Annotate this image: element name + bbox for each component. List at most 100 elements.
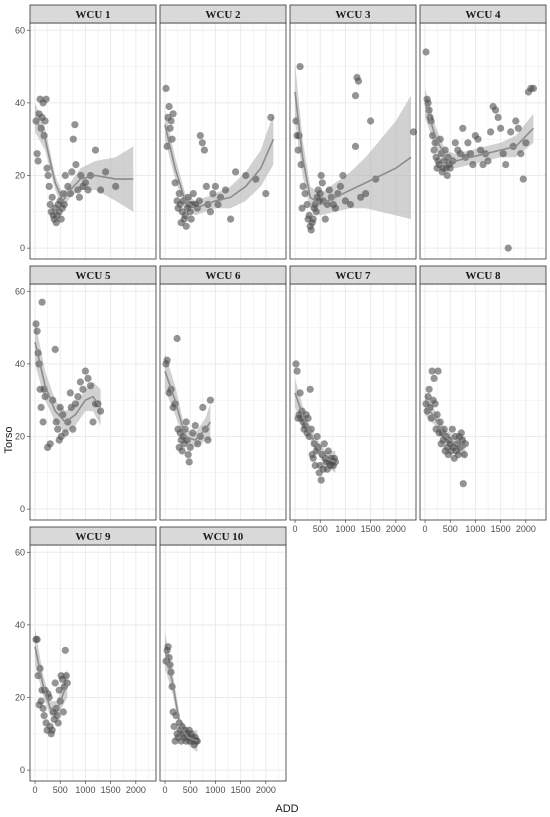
data-point <box>267 113 275 121</box>
data-point <box>34 157 42 165</box>
data-point <box>166 124 174 132</box>
data-point <box>529 84 538 92</box>
data-point <box>54 425 62 433</box>
data-point <box>367 117 375 125</box>
data-point <box>68 168 76 176</box>
data-point <box>206 208 214 216</box>
data-point <box>312 208 320 216</box>
panel-wcu-7: WCU 7 0 500 1000 1500 2000 <box>289 265 417 534</box>
data-point <box>317 171 325 180</box>
trend-line <box>34 117 134 203</box>
x-tick-label: 1000 <box>465 524 485 534</box>
data-point <box>64 418 72 426</box>
data-point <box>409 128 418 136</box>
data-point <box>507 128 515 136</box>
y-tick-label: 0 <box>20 243 25 253</box>
data-point <box>476 146 485 154</box>
data-point <box>81 367 89 375</box>
data-point <box>175 190 183 198</box>
data-point <box>38 298 46 306</box>
data-point <box>162 84 170 92</box>
data-point <box>69 135 77 143</box>
data-point <box>512 117 520 125</box>
y-tick-label: 60 <box>15 25 25 35</box>
data-point <box>33 635 41 644</box>
panel-wcu-3: WCU 3 <box>289 4 418 260</box>
data-point <box>169 110 177 118</box>
data-point <box>479 161 487 169</box>
data-point <box>59 190 67 198</box>
data-point <box>57 215 65 223</box>
strip-label: WCU 1 <box>75 9 110 21</box>
data-point <box>164 643 172 651</box>
data-point <box>497 124 505 132</box>
data-point <box>459 480 467 488</box>
data-point <box>522 139 530 147</box>
data-point <box>232 168 240 176</box>
data-point <box>75 193 83 201</box>
data-point <box>459 124 467 132</box>
data-point <box>461 440 469 448</box>
x-tick-label: 500 <box>183 785 198 795</box>
data-point <box>299 182 307 190</box>
strip-label: WCU 9 <box>75 531 111 543</box>
data-point <box>45 182 53 190</box>
data-point <box>189 190 197 198</box>
data-point <box>194 440 202 448</box>
data-point <box>178 447 186 455</box>
data-point <box>187 215 195 223</box>
data-point <box>301 190 309 198</box>
data-point <box>189 429 197 437</box>
data-point <box>499 150 507 158</box>
y-tick-label: 40 <box>15 620 25 630</box>
data-point <box>351 92 360 100</box>
data-point <box>102 168 110 176</box>
strip-background <box>289 265 417 285</box>
data-point <box>464 139 472 147</box>
data-point <box>306 385 314 393</box>
data-point <box>484 157 492 165</box>
data-point <box>165 102 173 111</box>
data-point <box>91 146 100 154</box>
data-point <box>97 186 105 194</box>
data-point <box>84 374 92 382</box>
data-point <box>33 327 41 335</box>
confidence-band <box>165 110 274 216</box>
x-tick-label: 0 <box>423 524 428 534</box>
x-tick-label: 2000 <box>516 524 536 534</box>
x-tick-label: 1000 <box>335 524 355 534</box>
data-point <box>321 215 329 223</box>
data-point <box>221 186 230 194</box>
data-point <box>424 393 432 401</box>
data-point <box>331 204 339 212</box>
data-point <box>316 190 324 198</box>
x-tick-label: 1000 <box>205 785 225 795</box>
data-point <box>494 113 502 121</box>
data-point <box>492 106 500 114</box>
data-point <box>76 378 84 386</box>
y-tick-label: 0 <box>20 504 25 514</box>
data-point <box>198 139 206 147</box>
data-point <box>227 215 235 223</box>
data-point <box>43 164 51 172</box>
strip-label: WCU 8 <box>465 270 501 282</box>
data-point <box>61 171 69 180</box>
data-point <box>86 382 95 390</box>
data-point <box>185 458 193 466</box>
data-point <box>354 77 363 85</box>
data-point <box>200 146 208 154</box>
data-point <box>163 356 171 364</box>
data-point <box>182 222 190 230</box>
data-point <box>362 190 370 198</box>
trend-line <box>164 650 198 742</box>
data-point <box>451 139 459 147</box>
data-point <box>341 197 349 205</box>
y-tick-label: 40 <box>15 98 25 108</box>
panel-wcu-9: WCU 9 0 20 40 60 0 500 1000 1500 2000 <box>15 526 157 795</box>
trend-line <box>294 91 412 206</box>
data-point <box>457 429 465 437</box>
data-point <box>171 179 179 187</box>
panel-wcu-6: WCU 6 <box>159 265 287 521</box>
data-point <box>46 440 54 448</box>
data-point <box>487 128 495 136</box>
